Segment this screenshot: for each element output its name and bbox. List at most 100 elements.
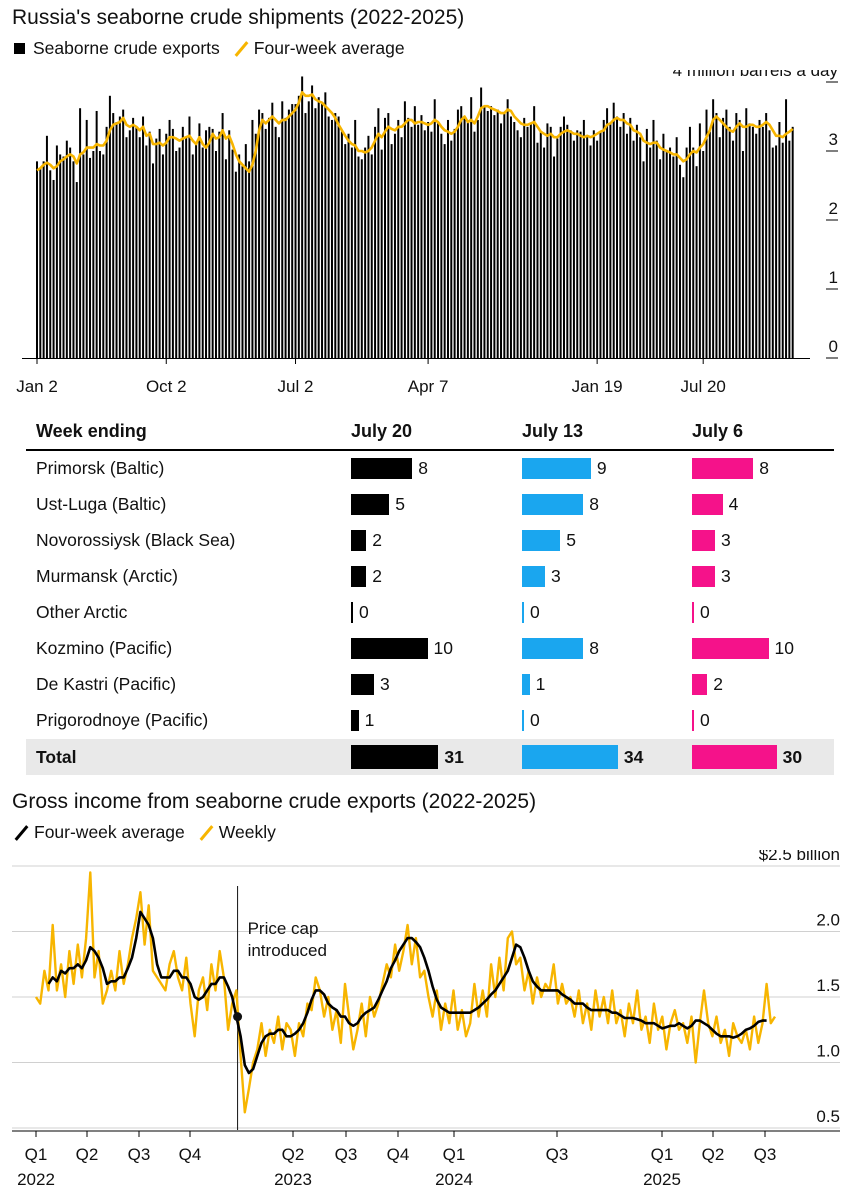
export-bar (380, 149, 383, 358)
value-label: 0 (530, 601, 540, 622)
export-bar (148, 131, 151, 358)
export-bar (168, 119, 171, 358)
four-week-average-line (36, 90, 794, 173)
export-bar (185, 137, 188, 358)
table-row: Prigorodnoye (Pacific) 1 0 0 (26, 702, 834, 738)
x-tick-quarter: Q1 (25, 1145, 48, 1164)
export-bar (238, 154, 241, 358)
table-header-cell: July 6 (692, 420, 744, 441)
y-tick-label: 1.0 (816, 1042, 840, 1061)
export-bar (142, 116, 145, 358)
table-row: Primorsk (Baltic) 8 9 8 (26, 450, 834, 486)
legend-label-four-week: Four-week average (34, 822, 185, 842)
export-bar (725, 109, 728, 358)
y-tick-label: $2.5 billion (759, 850, 840, 864)
value-cell: 3 (692, 558, 731, 594)
value-cell: 1 (522, 666, 545, 702)
port-name: Other Arctic (36, 601, 128, 622)
export-bar (473, 131, 476, 358)
export-bar (682, 177, 685, 358)
export-bar (52, 179, 55, 358)
value-cell: 10 (351, 630, 453, 666)
export-bar (735, 113, 738, 358)
export-bar (413, 106, 416, 359)
export-bar (98, 151, 101, 358)
export-bar (317, 97, 320, 359)
export-bar (387, 113, 390, 358)
export-bar (334, 113, 337, 358)
export-bar (145, 145, 148, 358)
annotation-text: introduced (248, 941, 327, 960)
export-bar (579, 131, 582, 358)
export-bar (297, 95, 300, 359)
export-bar (758, 119, 761, 358)
export-bar (294, 104, 297, 358)
export-bar (741, 151, 744, 358)
export-bar (456, 109, 459, 358)
export-bar (675, 137, 678, 358)
export-bar (543, 147, 546, 358)
port-name: Novorossiysk (Black Sea) (36, 529, 236, 550)
export-bar (264, 128, 267, 358)
legend-slash-icon (14, 825, 28, 841)
export-bar (702, 151, 705, 358)
table-row: Kozmino (Pacific) 10 8 10 (26, 630, 834, 666)
value-label: 34 (623, 746, 644, 767)
export-bar (669, 147, 672, 358)
export-bar (775, 145, 778, 358)
port-name: De Kastri (Pacific) (36, 673, 177, 694)
export-bar (224, 159, 227, 358)
export-bar (393, 133, 396, 358)
export-bar (138, 137, 141, 358)
export-bar (72, 161, 75, 358)
value-label: 0 (359, 601, 369, 622)
export-bar (208, 126, 211, 358)
export-bar (152, 163, 154, 358)
export-bar (513, 122, 516, 358)
export-bar (205, 130, 208, 358)
export-bar (609, 123, 612, 359)
x-tick-quarter: Q3 (754, 1145, 777, 1164)
export-bar (440, 133, 443, 358)
export-bar (688, 126, 691, 358)
y-tick-label: 1 (829, 268, 838, 287)
export-bar (516, 130, 519, 358)
export-bar (519, 137, 522, 358)
export-bar (698, 123, 701, 359)
export-bar (221, 113, 224, 358)
export-bar (301, 76, 304, 358)
value-bar (692, 529, 715, 551)
export-bar (165, 133, 168, 358)
x-tick-label: Jan 2 (16, 377, 58, 396)
export-bar (427, 122, 430, 358)
export-bar (539, 131, 542, 358)
export-bar (549, 126, 552, 358)
value-bar (351, 529, 367, 551)
export-bar (188, 116, 191, 358)
export-bar (576, 130, 579, 358)
export-bar (476, 119, 479, 358)
value-bar (351, 493, 390, 515)
export-bar (606, 108, 609, 358)
export-bar (672, 156, 675, 358)
x-tick-year: 2025 (643, 1170, 681, 1189)
export-bar (304, 113, 307, 358)
export-bar (271, 102, 274, 358)
export-bar (214, 151, 217, 358)
port-name: Kozmino (Pacific) (36, 637, 173, 658)
export-bar (357, 156, 360, 358)
export-bar (715, 113, 718, 358)
value-cell: 3 (351, 666, 390, 702)
value-bar (522, 673, 530, 695)
value-label: 0 (700, 709, 710, 730)
legend-label-average: Four-week average (253, 38, 405, 58)
table-row: Murmansk (Arctic) 2 3 3 (26, 558, 834, 594)
export-bar (443, 144, 446, 358)
export-bar (738, 119, 741, 358)
four-week-average-line (47, 910, 767, 1075)
y-tick-label: 2.0 (816, 911, 840, 930)
top-chart: 4 million barrels a day 3 2 1 0 Jan 2 Oct 2 Jul… (16, 70, 838, 396)
y-tick-label: 1.5 (816, 976, 840, 995)
value-cell: 30 (692, 739, 802, 775)
value-bar (351, 673, 374, 695)
